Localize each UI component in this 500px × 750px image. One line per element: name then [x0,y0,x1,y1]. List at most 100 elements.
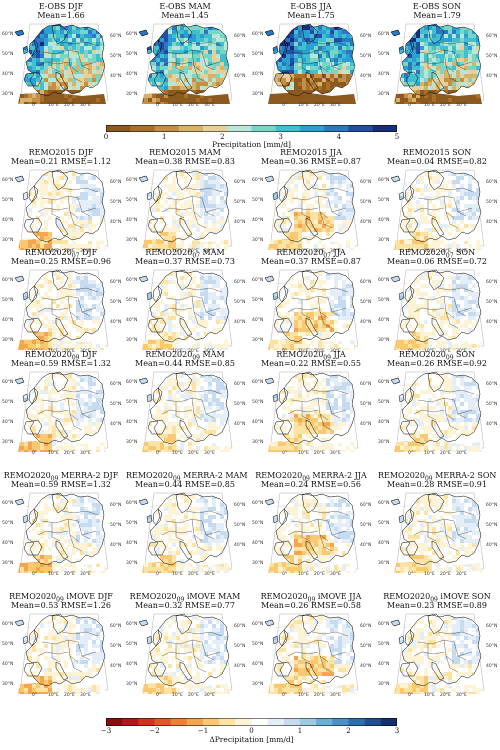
grid-cell [212,172,217,177]
grid-cell [56,236,61,241]
grid-cell [108,188,110,192]
grid-cell [412,192,417,197]
grid-cell [448,212,453,217]
grid-cell [56,300,61,305]
grid-cell [64,296,69,301]
grid-cell [302,34,307,39]
grid-cell [64,188,69,193]
grid-cell [452,208,457,213]
grid-cell [142,240,145,245]
grid-cell [208,30,213,35]
grid-cell [298,212,303,217]
grid-cell [350,204,355,209]
grid-cell [448,244,453,249]
grid-cell [404,192,409,197]
grid-cell [72,196,77,201]
grid-cell [208,248,213,250]
grid-cell [232,22,234,26]
grid-cell [310,66,315,71]
panel-stats: Mean=0.38 RMSE=0.83 [135,157,235,166]
grid-cell [44,50,49,55]
grid-cell [20,200,25,205]
grid-cell [44,90,49,95]
grid-cell [294,220,299,225]
grid-cell [60,308,65,313]
grid-cell [456,232,461,237]
grid-cell [36,74,41,79]
grid-cell [104,58,106,63]
grid-cell [388,224,392,228]
grid-cell [168,180,173,185]
grid-cell [68,292,73,297]
grid-cell [314,70,319,75]
grid-cell [52,284,57,289]
grid-cell [232,168,234,172]
grid-cell [220,248,225,250]
grid-cell [160,184,165,189]
grid-cell [18,236,21,241]
grid-cell [464,244,469,249]
grid-cell [420,248,425,250]
grid-cell [216,196,221,201]
longitude-label: 30°E [330,103,341,108]
grid-cell [428,58,433,63]
grid-cell [164,232,169,237]
grid-cell [36,340,41,345]
grid-cell [12,308,16,312]
grid-cell [64,70,69,75]
grid-cell [40,340,45,345]
grid-cell [48,26,53,31]
grid-cell [334,204,339,209]
grid-cell [40,228,45,233]
grid-cell [64,42,69,47]
grid-cell [452,220,457,225]
grid-cell [96,216,101,221]
grid-cell [314,86,319,91]
grid-cell [196,228,201,233]
grid-cell [76,232,81,237]
grid-cell [388,208,392,212]
grid-cell [310,240,315,245]
grid-cell [404,62,409,67]
grid-cell [168,42,173,47]
grid-cell [224,62,229,67]
grid-cell [440,172,445,177]
grid-cell [24,224,29,229]
grid-cell [164,212,169,217]
grid-cell [40,86,45,91]
grid-cell [80,220,85,225]
grid-cell [92,320,97,325]
grid-cell [180,82,185,87]
grid-cell [212,188,217,193]
grid-cell [334,196,339,201]
grid-cell [40,224,45,229]
grid-cell [274,102,279,104]
grid-cell [306,74,311,79]
panel-title: REMO2015 SON [402,148,472,157]
grid-cell [216,184,221,189]
grid-cell [100,240,105,245]
grid-cell [24,320,29,325]
grid-cell [408,216,413,221]
grid-cell [416,176,421,181]
grid-cell [286,212,291,217]
grid-cell [156,74,161,79]
grid-cell [64,316,69,321]
grid-cell [40,324,45,329]
grid-cell [184,98,189,103]
grid-cell [108,228,110,232]
grid-cell [200,58,205,63]
grid-cell [326,34,331,39]
grid-cell [330,78,335,83]
grid-cell [56,94,61,99]
grid-cell [294,208,299,213]
grid-cell [96,46,101,51]
grid-cell [286,184,291,189]
grid-cell [452,98,457,103]
grid-cell [184,224,189,229]
grid-cell [80,340,85,345]
grid-cell [484,192,486,196]
grid-cell [100,216,105,221]
grid-cell [216,54,221,59]
grid-cell [96,42,101,47]
